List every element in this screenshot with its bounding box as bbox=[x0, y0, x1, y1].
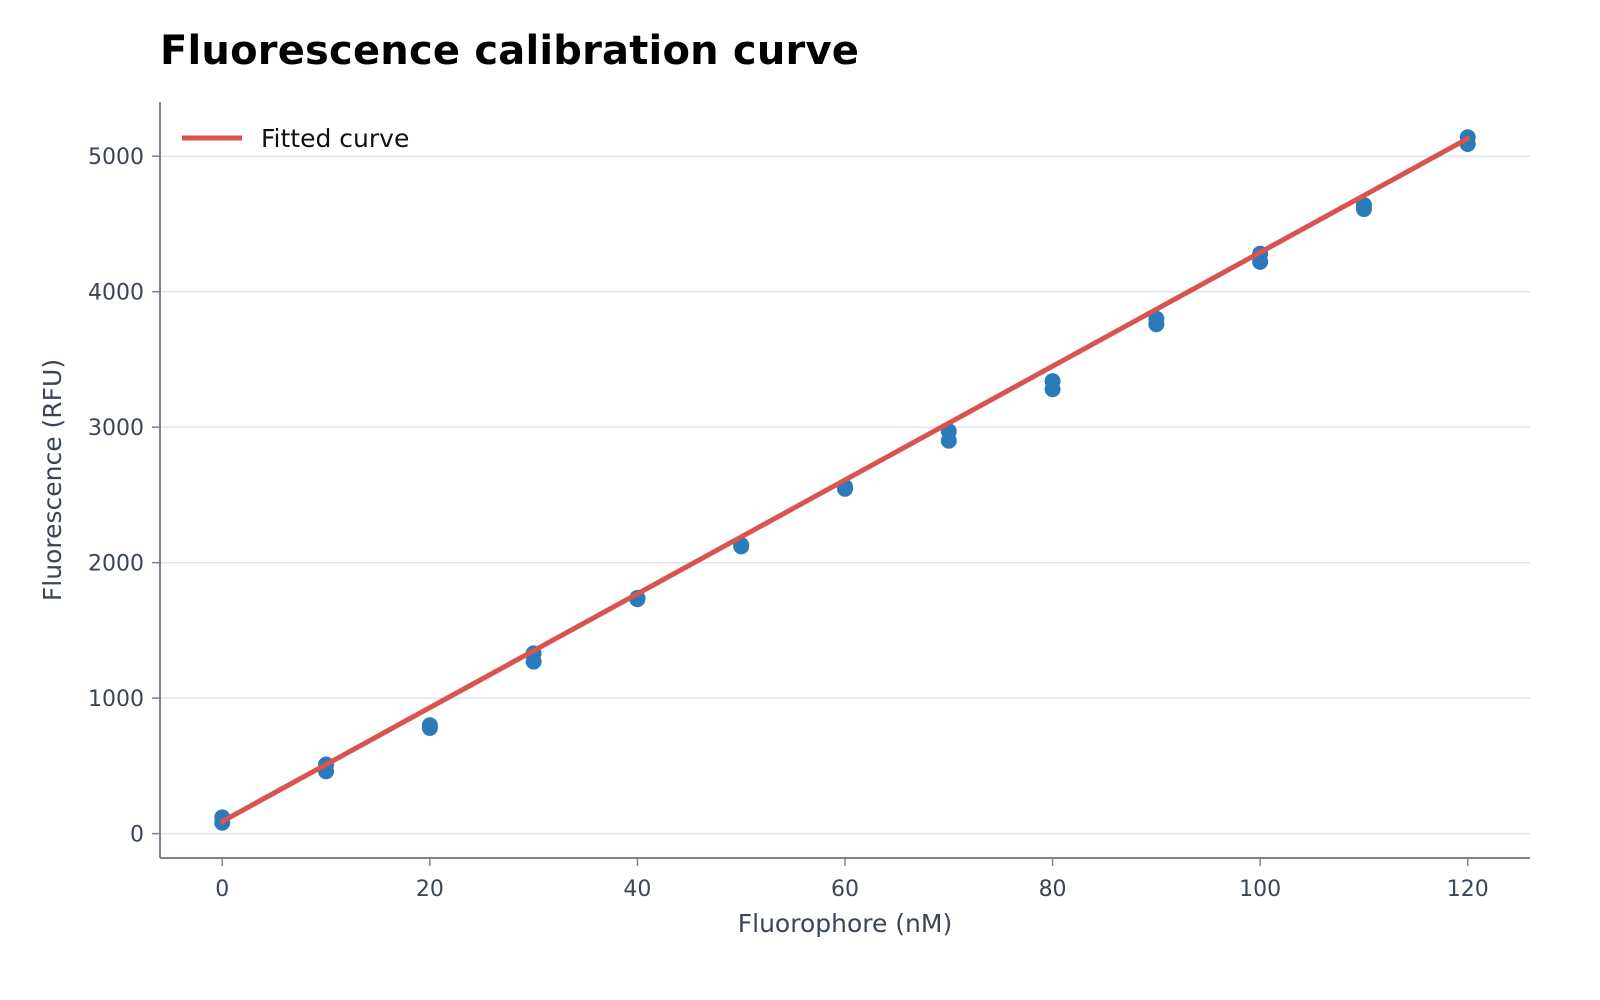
x-tick-label: 60 bbox=[831, 877, 859, 902]
data-point bbox=[525, 653, 542, 670]
y-tick-label: 1000 bbox=[88, 687, 144, 712]
legend: Fitted curve bbox=[182, 124, 409, 153]
fit-line-layer bbox=[219, 136, 1471, 824]
grid bbox=[160, 155, 1530, 835]
data-point bbox=[1148, 316, 1165, 333]
x-axis-label: Fluorophore (nM) bbox=[738, 909, 952, 938]
x-tick-label: 80 bbox=[1039, 877, 1067, 902]
fitted-curve-line bbox=[219, 136, 1471, 824]
chart-title: Fluorescence calibration curve bbox=[160, 28, 860, 74]
x-tick-label: 0 bbox=[215, 877, 229, 902]
data-point bbox=[1252, 253, 1269, 270]
y-tick-label: 5000 bbox=[88, 145, 144, 170]
y-tick-label: 0 bbox=[130, 823, 144, 848]
y-tick-label: 2000 bbox=[88, 552, 144, 577]
y-tick-label: 4000 bbox=[88, 281, 144, 306]
x-tick-label: 20 bbox=[416, 877, 444, 902]
data-point bbox=[1044, 381, 1061, 398]
data-point bbox=[1355, 201, 1372, 218]
x-tick-label: 40 bbox=[623, 877, 651, 902]
y-tick-label: 3000 bbox=[88, 416, 144, 441]
data-point bbox=[940, 432, 957, 449]
x-tick-label: 120 bbox=[1447, 877, 1489, 902]
y-axis-label: Fluorescence (RFU) bbox=[38, 359, 67, 601]
data-point bbox=[421, 719, 438, 736]
x-tick-label: 100 bbox=[1239, 877, 1281, 902]
legend-label-fitted-curve: Fitted curve bbox=[261, 124, 409, 153]
ticks: 0 1000 2000 3000 4000 5000 0 20 40 60 80 100 120 bbox=[88, 145, 1489, 902]
data-point bbox=[733, 538, 750, 555]
